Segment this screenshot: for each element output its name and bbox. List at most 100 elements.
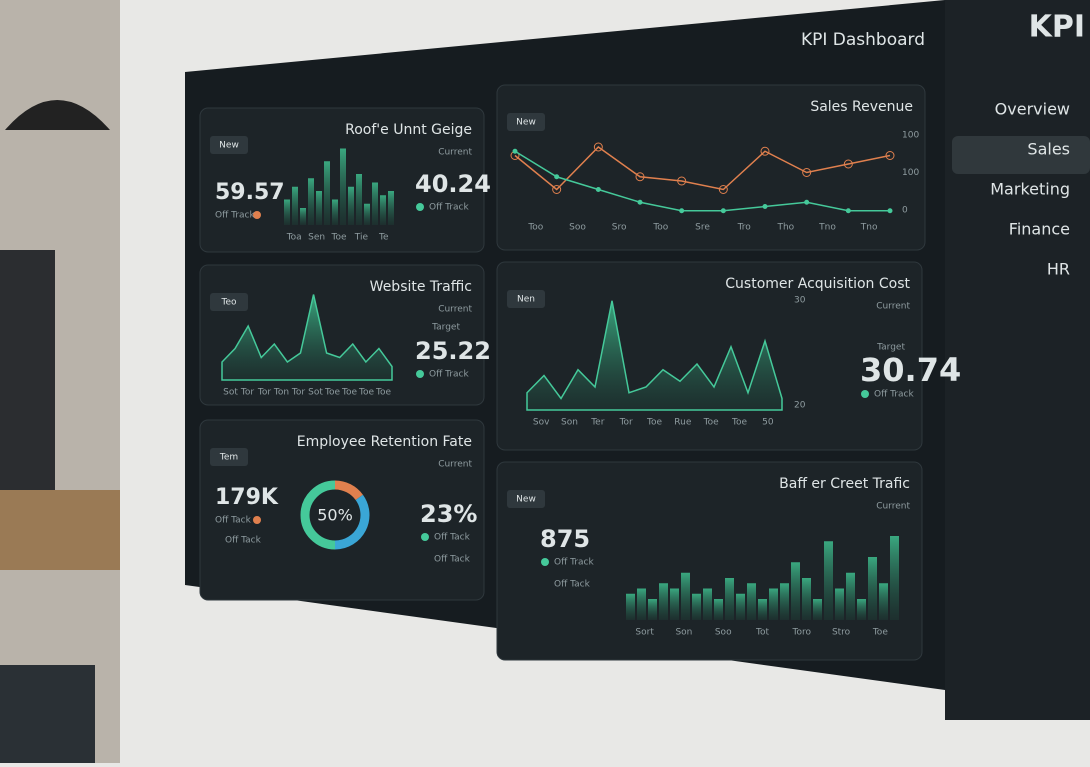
button[interactable] bbox=[507, 290, 545, 308]
x-label: Rue bbox=[674, 418, 692, 428]
bar bbox=[324, 161, 330, 225]
button[interactable] bbox=[507, 113, 545, 131]
point bbox=[593, 142, 603, 152]
status: Off Track bbox=[429, 203, 469, 213]
button-label[interactable]: Tem bbox=[219, 453, 238, 463]
subtitle: Current bbox=[438, 148, 472, 158]
status-dot bbox=[861, 390, 869, 398]
status-dot bbox=[416, 203, 424, 211]
target: Target bbox=[431, 323, 460, 333]
point bbox=[760, 146, 770, 156]
bar bbox=[824, 541, 833, 620]
subtitle: Current bbox=[876, 502, 910, 512]
title: KPI Dashboard bbox=[801, 30, 925, 50]
status: Off Tack bbox=[225, 536, 262, 546]
point bbox=[595, 187, 601, 192]
bar bbox=[300, 208, 306, 225]
x-label: Sro bbox=[612, 223, 627, 233]
status-dot bbox=[416, 370, 424, 378]
bar bbox=[780, 583, 789, 620]
x-label: Tho bbox=[776, 223, 794, 233]
point bbox=[802, 168, 812, 177]
bar bbox=[747, 583, 756, 620]
x-label: Toe bbox=[341, 388, 357, 398]
panel bbox=[496, 84, 926, 251]
kpi-value: 25.22 bbox=[415, 337, 491, 365]
y-label: 100 bbox=[902, 168, 919, 178]
bar bbox=[626, 593, 635, 620]
kpi-value: 179K bbox=[215, 485, 279, 510]
bar bbox=[725, 578, 734, 620]
panel-title: Website Traffic bbox=[370, 279, 472, 295]
button[interactable] bbox=[210, 136, 248, 154]
x-label: Toa bbox=[286, 233, 302, 243]
status-dot bbox=[253, 211, 261, 219]
x-label: Sov bbox=[533, 418, 550, 428]
bar bbox=[846, 572, 855, 620]
status-dot bbox=[541, 558, 549, 566]
nav-item[interactable]: Finance bbox=[1009, 220, 1070, 239]
bar bbox=[648, 599, 657, 620]
bar bbox=[813, 599, 822, 620]
x-label: Tor bbox=[619, 418, 633, 428]
nav-item[interactable]: Sales bbox=[1027, 140, 1070, 159]
nav-item[interactable]: HR bbox=[1047, 260, 1070, 279]
panel-title: Employee Retention Fate bbox=[297, 434, 472, 450]
button[interactable] bbox=[210, 448, 248, 466]
panel bbox=[199, 419, 485, 601]
bar bbox=[364, 203, 370, 225]
bar bbox=[868, 557, 877, 620]
donut-center: 50% bbox=[317, 506, 353, 525]
area bbox=[526, 300, 783, 411]
bar bbox=[284, 199, 290, 225]
bar bbox=[802, 578, 811, 620]
person bbox=[0, 250, 55, 490]
x-label: Tor bbox=[240, 388, 254, 398]
donut-segment bbox=[334, 480, 363, 501]
bar bbox=[791, 562, 800, 620]
sidebar bbox=[945, 0, 1090, 720]
button[interactable] bbox=[210, 293, 248, 311]
button-label[interactable]: Nen bbox=[517, 295, 535, 305]
nav-item[interactable]: Overview bbox=[995, 100, 1070, 119]
x-label: Tor bbox=[257, 388, 271, 398]
subtitle: Current bbox=[438, 305, 472, 315]
x-label: Tot bbox=[755, 628, 769, 638]
x-label: Sot bbox=[223, 388, 238, 398]
point bbox=[804, 199, 810, 205]
bar bbox=[835, 588, 844, 620]
bar bbox=[692, 593, 701, 620]
x-label: Soo bbox=[569, 223, 586, 233]
button[interactable] bbox=[507, 490, 545, 508]
button-label[interactable]: New bbox=[516, 495, 536, 505]
x-label: Toe bbox=[646, 418, 662, 428]
bar bbox=[857, 599, 866, 620]
x-label: Toe bbox=[872, 628, 888, 638]
status: Off Tack bbox=[554, 580, 591, 590]
x-label: Sot bbox=[308, 388, 323, 398]
panel-title: Roof'e Unnt Geige bbox=[345, 122, 472, 138]
x-label: Toe bbox=[731, 418, 747, 428]
nav-item[interactable]: Marketing bbox=[990, 180, 1070, 199]
status: Off Track bbox=[874, 390, 914, 400]
bar bbox=[388, 191, 394, 225]
x-label: Tie bbox=[354, 233, 369, 243]
area bbox=[221, 294, 393, 381]
x-label: Ton bbox=[273, 388, 289, 398]
active-nav bbox=[952, 136, 1090, 174]
status: Off Tack bbox=[215, 516, 252, 526]
kpi-value: 40.24 bbox=[415, 170, 491, 198]
button-label[interactable]: New bbox=[516, 118, 536, 128]
brand: KPI bbox=[1029, 10, 1085, 45]
point bbox=[637, 199, 643, 205]
x-label: Son bbox=[675, 628, 692, 638]
bar bbox=[332, 199, 338, 225]
donut-segment bbox=[300, 480, 336, 550]
y-label: 0 bbox=[902, 206, 908, 216]
button-label[interactable]: Teo bbox=[220, 298, 237, 308]
bar bbox=[292, 186, 298, 225]
button-label[interactable]: New bbox=[219, 141, 239, 151]
kpi-value: 23% bbox=[420, 500, 477, 528]
kpi-value: 875 bbox=[540, 525, 590, 553]
